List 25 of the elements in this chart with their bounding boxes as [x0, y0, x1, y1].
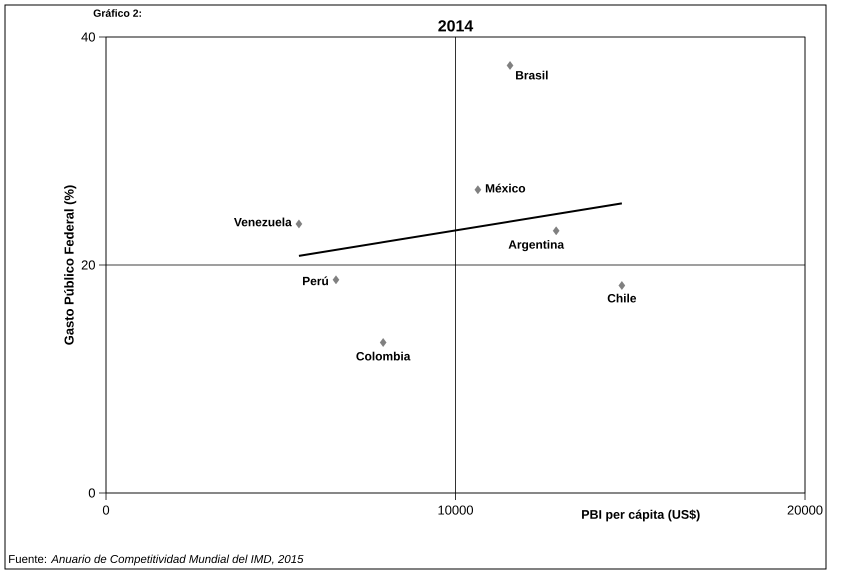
annotation: Venezuela — [234, 218, 292, 226]
source-note: Fuente: Anuario de Competitividad Mundial del IMD, 2015 — [9, 554, 304, 566]
point — [380, 338, 387, 347]
text: Gráfico 2: — [94, 9, 142, 17]
y-axis-title: Gasto Público Federal (%) — [64, 185, 76, 345]
annotation: México — [486, 184, 526, 193]
point — [506, 61, 514, 70]
y-tick-label: 40 — [81, 32, 95, 42]
annotation: Chile — [608, 294, 636, 302]
annotation: Argentina — [508, 240, 564, 252]
x-tick-label: 0 — [102, 506, 110, 515]
y-tick-label: 0 — [88, 488, 95, 498]
x-axis-title: PBI per cápita (US$) — [582, 510, 700, 522]
annotation: Brasil — [516, 70, 548, 80]
point — [332, 275, 340, 284]
point — [296, 220, 302, 228]
point — [552, 226, 560, 236]
y-tick-label: 20 — [82, 260, 95, 270]
annotation: Perú — [303, 276, 328, 286]
x-tick-label: 10000 — [438, 506, 474, 515]
point — [618, 281, 626, 290]
annotation: Colombia — [356, 352, 410, 360]
chart-title: 2014 — [438, 20, 474, 32]
x-tick-label: 20000 — [788, 506, 823, 515]
point — [474, 185, 482, 194]
